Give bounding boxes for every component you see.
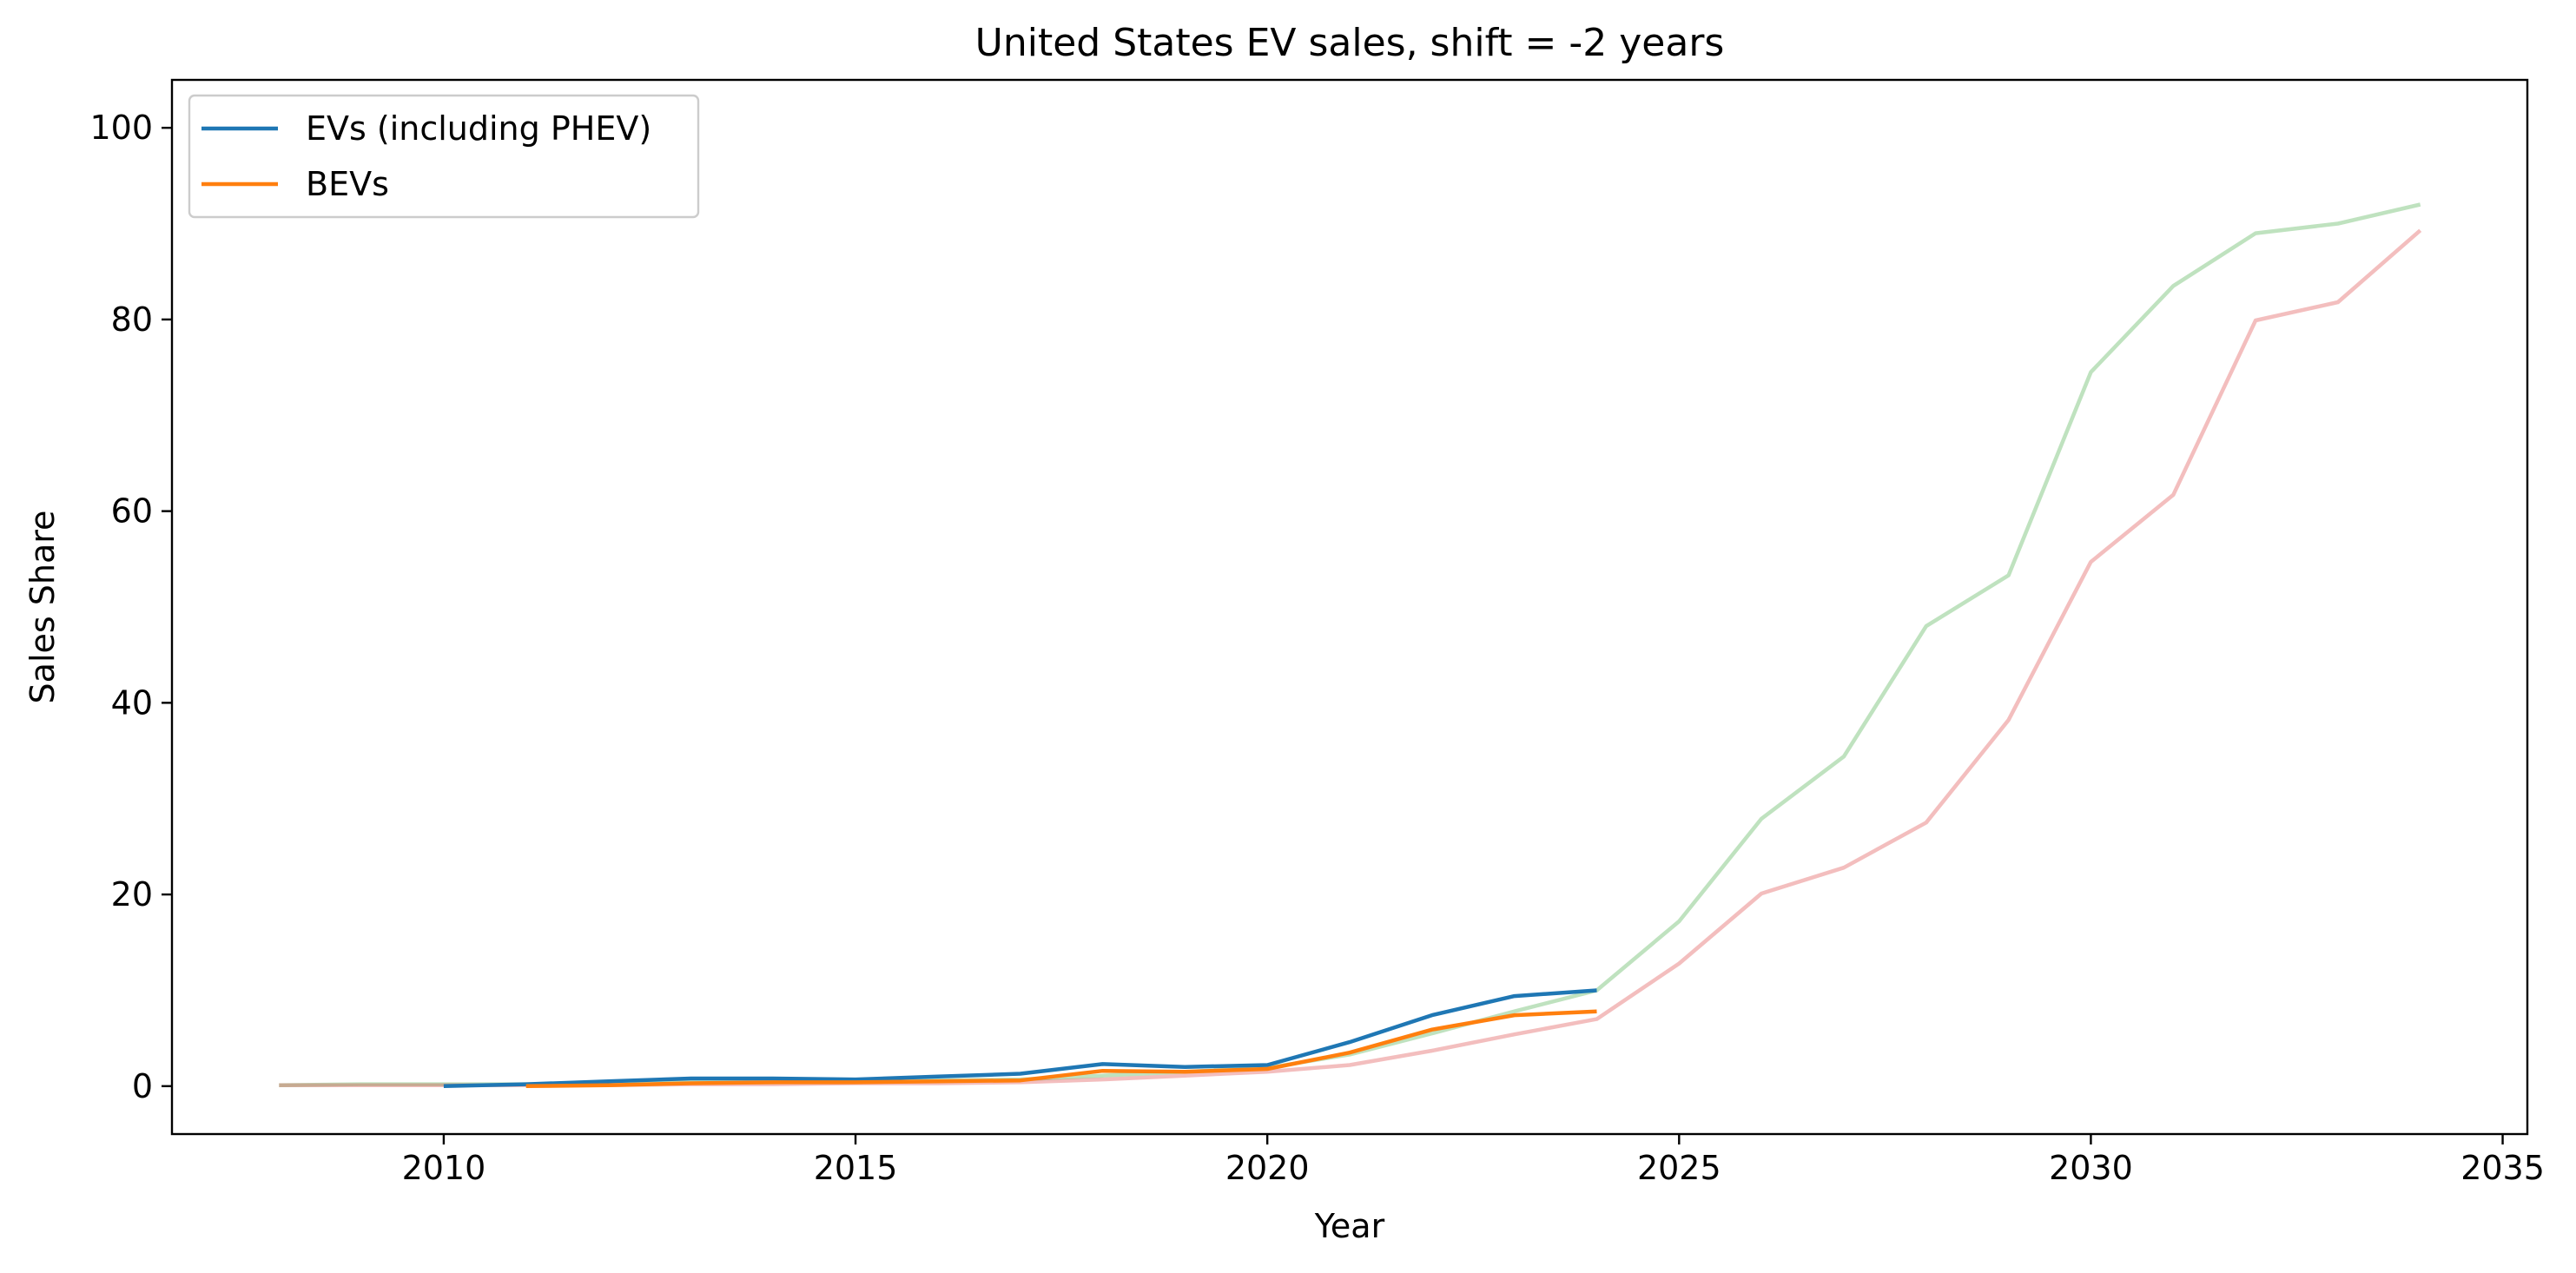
y-tick-label: 40	[111, 683, 153, 722]
x-axis-label: Year	[1314, 1207, 1385, 1245]
y-tick-label: 20	[111, 875, 153, 914]
legend: EVs (including PHEV) BEVs	[188, 94, 700, 219]
y-axis-ticks: 0 20 40 60 80 100	[89, 109, 172, 1105]
x-tick-label: 2035	[2460, 1149, 2545, 1187]
y-tick-label: 60	[111, 492, 153, 531]
plot-frame	[170, 78, 2529, 1136]
series-bevs-line	[525, 1009, 1597, 1089]
y-tick-label: 0	[132, 1067, 153, 1105]
x-axis-ticks: 2010 2015 2020 2025 2030 2035	[402, 1134, 2545, 1187]
legend-label-evs: EVs (including PHEV)	[306, 109, 651, 148]
chart-title: United States EV sales, shift = -2 years	[975, 21, 1725, 65]
x-tick-label: 2020	[1225, 1149, 1310, 1187]
x-tick-label: 2025	[1637, 1149, 1721, 1187]
legend-label-bevs: BEVs	[306, 165, 389, 203]
y-axis-label: Sales Share	[23, 511, 62, 704]
x-tick-label: 2015	[814, 1149, 898, 1187]
y-tick-label: 80	[111, 300, 153, 339]
legend-box	[188, 94, 700, 219]
y-tick-label: 100	[89, 109, 153, 147]
x-tick-label: 2030	[2049, 1149, 2133, 1187]
series-evs-line	[443, 988, 1597, 1089]
x-tick-label: 2010	[402, 1149, 486, 1187]
series-layer	[279, 202, 2422, 1089]
